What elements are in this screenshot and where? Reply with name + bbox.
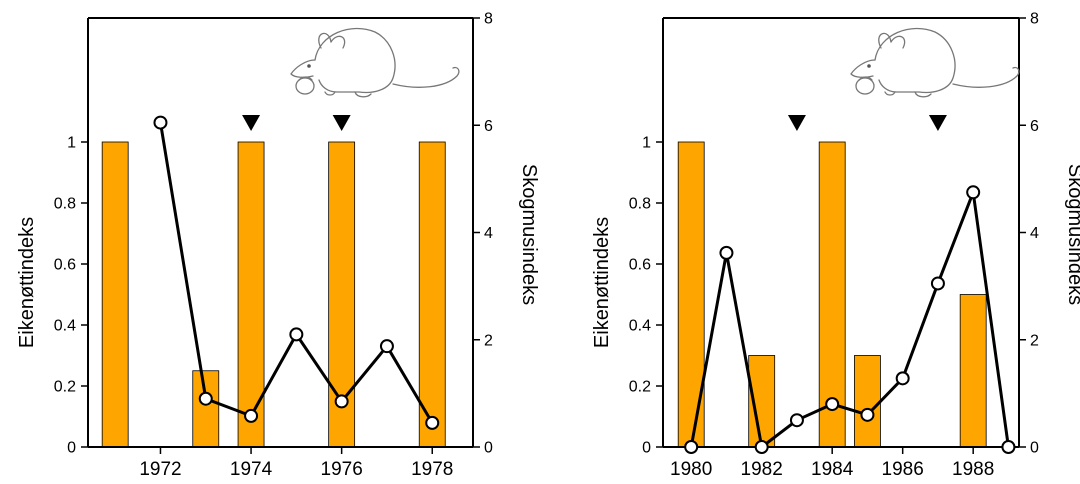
y-axis-title-right: Skogmusindeks xyxy=(518,164,540,305)
x-tick-label: 1986 xyxy=(882,459,924,479)
y-tick-label-right: 6 xyxy=(484,118,493,135)
data-point xyxy=(334,394,349,409)
down-triangle-marker xyxy=(332,115,351,131)
y-tick-label-right: 8 xyxy=(1030,11,1039,28)
y-tick-label-left: 1 xyxy=(642,135,651,152)
bar xyxy=(959,294,987,448)
data-point xyxy=(289,327,304,342)
y-axis-title-left: Eikenøttindeks xyxy=(591,217,613,348)
y-tick-label-right: 2 xyxy=(1030,332,1039,349)
x-tick-label: 1982 xyxy=(741,459,783,479)
data-point xyxy=(379,339,394,354)
mouse-illustration-icon xyxy=(850,27,1020,98)
y-tick-label-left: 0.6 xyxy=(54,257,76,274)
data-point xyxy=(825,397,840,412)
data-point xyxy=(425,415,440,430)
mouse-eye xyxy=(307,64,311,68)
chart-panel-1: 0 0.2 0.4 0.6 0.8 1 0 2 4 6 8 1972 1974 1976 1978 Eiken… xyxy=(16,11,540,481)
y-tick-label-right: 2 xyxy=(484,332,493,349)
mouse-foot xyxy=(884,91,896,96)
data-point xyxy=(684,440,699,454)
data-point xyxy=(754,440,769,454)
mouse-body xyxy=(314,27,396,94)
y-tick-label-left: 0.6 xyxy=(629,257,651,274)
bar xyxy=(192,370,220,448)
data-point xyxy=(1001,440,1016,454)
data-point xyxy=(198,391,213,406)
y-tick-label-left: 0 xyxy=(67,440,76,457)
bar xyxy=(101,141,129,448)
chart-panel-2: 0 0.2 0.4 0.6 0.8 1 0 2 4 6 8 1980 1982 1984 1986 1988 E… xyxy=(591,11,1080,481)
mouse-nut-cap xyxy=(298,76,313,81)
mouse-nut xyxy=(295,77,315,95)
data-point xyxy=(244,408,259,423)
y-tick-label-right: 4 xyxy=(484,225,493,242)
x-tick-label: 1972 xyxy=(139,459,181,479)
mouse-ear xyxy=(878,32,892,49)
y-tick-label-left: 0.2 xyxy=(54,379,76,396)
bar xyxy=(854,355,881,448)
x-tick-label: 1988 xyxy=(952,459,994,479)
down-triangle-marker xyxy=(928,115,947,131)
y-tick-label-left: 0.4 xyxy=(629,318,651,335)
y-tick-label-right: 4 xyxy=(1030,225,1039,242)
y-tick-label-left: 0 xyxy=(642,440,651,457)
data-point xyxy=(789,413,804,428)
mouse-illustration-icon xyxy=(290,27,460,98)
series-line xyxy=(158,122,434,424)
mouse-tail xyxy=(392,66,460,88)
mouse-eye xyxy=(867,64,871,68)
mouse-tail xyxy=(952,66,1020,88)
mouse-head xyxy=(290,59,316,78)
mouse-ear xyxy=(890,35,906,49)
y-axis-title-left: Eikenøttindeks xyxy=(16,217,38,348)
mouse-foot xyxy=(354,91,372,98)
down-triangle-marker xyxy=(242,115,261,131)
y-tick-label-left: 0.2 xyxy=(629,379,651,396)
y-tick-label-right: 8 xyxy=(484,11,493,28)
bar xyxy=(237,141,265,448)
mouse-nut-cap xyxy=(858,76,873,81)
mouse-nut xyxy=(855,77,875,95)
series-line xyxy=(689,190,1010,449)
mouse-body xyxy=(874,27,956,94)
y-axis-title-right: Skogmusindeks xyxy=(1064,164,1080,305)
x-tick-label: 1984 xyxy=(811,459,854,479)
data-point xyxy=(860,407,875,422)
x-tick-label: 1974 xyxy=(230,459,273,479)
y-tick-label-right: 0 xyxy=(484,440,493,457)
bar xyxy=(418,141,446,448)
mouse-foot xyxy=(324,91,336,96)
x-tick-label: 1980 xyxy=(670,459,712,479)
y-tick-label-right: 0 xyxy=(1030,440,1039,457)
y-tick-label-left: 0.4 xyxy=(54,318,76,335)
mouse-ear xyxy=(330,35,346,49)
y-tick-label-left: 0.8 xyxy=(54,196,76,213)
data-point xyxy=(895,371,910,386)
x-tick-label: 1978 xyxy=(411,459,453,479)
mouse-head xyxy=(850,59,876,78)
data-point xyxy=(153,115,168,130)
mouse-foot xyxy=(914,91,932,98)
x-tick-label: 1976 xyxy=(321,459,363,479)
y-tick-label-right: 6 xyxy=(1030,118,1039,135)
y-tick-label-left: 0.8 xyxy=(629,196,651,213)
y-tick-label-left: 1 xyxy=(67,135,76,152)
data-point xyxy=(930,276,945,291)
down-triangle-marker xyxy=(787,115,806,131)
data-point xyxy=(719,245,734,260)
mouse-ear xyxy=(318,32,332,49)
data-point xyxy=(966,185,981,200)
